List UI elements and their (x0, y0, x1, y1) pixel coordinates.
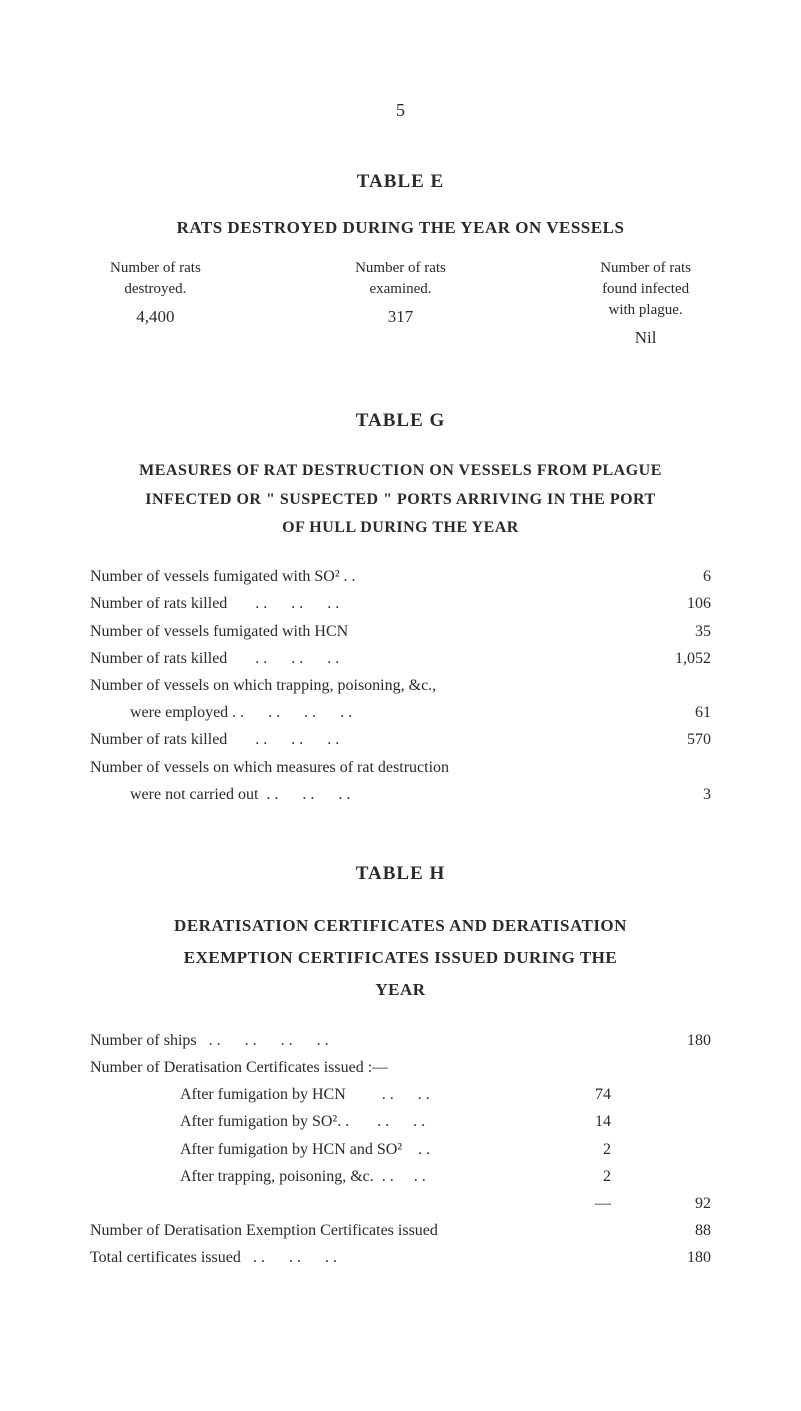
table-g-title: TABLE G (90, 410, 711, 432)
table-h-row: Number of Deratisation Certificates issu… (90, 1054, 711, 1081)
table-g-row: Number of rats killed . . . . . .1,052 (90, 645, 711, 672)
table-h-section: TABLE H DERATISATION CERTIFICATES AND DE… (90, 863, 711, 1272)
table-h-title: TABLE H (90, 863, 711, 885)
table-g-row: were employed . . . . . . . .61 (90, 699, 711, 726)
table-g-row: Number of vessels on which measures of r… (90, 754, 711, 781)
table-e-col-2: Number of rats examined. 317 (355, 258, 446, 350)
table-g-row: Number of rats killed . . . . . .106 (90, 590, 711, 617)
table-h-label: After fumigation by HCN and SO² . . (90, 1136, 561, 1163)
table-g-label: Number of rats killed . . . . . . (90, 645, 651, 672)
table-h-value: 180 (661, 1027, 711, 1054)
col-header-line: examined. (355, 279, 446, 300)
table-g-label: were not carried out . . . . . . (90, 781, 651, 808)
table-h-headings: DERATISATION CERTIFICATES AND DERATISATI… (90, 910, 711, 1007)
table-g-row: Number of vessels on which trapping, poi… (90, 672, 711, 699)
table-g-headings: MEASURES OF RAT DESTRUCTION ON VESSELS F… (90, 457, 711, 543)
table-h-mid: 14 (561, 1108, 611, 1135)
table-h-list: Number of ships . . . . . . . .180Number… (90, 1027, 711, 1272)
col-header-line: Number of rats (110, 258, 201, 279)
table-h-row: Total certificates issued . . . . . . 180 (90, 1244, 711, 1271)
table-g-row: Number of rats killed . . . . . .570 (90, 726, 711, 753)
table-h-label: After trapping, poisoning, &c. . . . . (90, 1163, 561, 1190)
table-g-value: 35 (651, 618, 711, 645)
table-h-value: 92 (661, 1190, 711, 1217)
col-header-line: destroyed. (110, 279, 201, 300)
table-e-columns: Number of rats destroyed. 4,400 Number o… (90, 258, 711, 350)
table-h-label: Number of ships . . . . . . . . (90, 1027, 561, 1054)
table-g-label: Number of rats killed . . . . . . (90, 590, 651, 617)
table-g-value: 61 (651, 699, 711, 726)
heading-line: DERATISATION CERTIFICATES AND DERATISATI… (90, 910, 711, 942)
heading-line: YEAR (90, 974, 711, 1006)
table-g-value: 6 (651, 563, 711, 590)
table-h-label: Number of Deratisation Exemption Certifi… (90, 1217, 561, 1244)
table-g-list: Number of vessels fumigated with SO² . .… (90, 563, 711, 808)
col-value: 4,400 (110, 305, 201, 329)
page-number: 5 (90, 100, 711, 121)
table-h-row: After trapping, poisoning, &c. . . . .2 (90, 1163, 711, 1190)
table-h-mid: 2 (561, 1136, 611, 1163)
table-h-value: 88 (661, 1217, 711, 1244)
heading-line: INFECTED OR " SUSPECTED " PORTS ARRIVING… (90, 486, 711, 515)
table-g-label: were employed . . . . . . . . (90, 699, 651, 726)
table-e-section: TABLE E RATS DESTROYED DURING THE YEAR O… (90, 171, 711, 350)
heading-line: OF HULL DURING THE YEAR (90, 514, 711, 543)
table-h-label: Total certificates issued . . . . . . (90, 1244, 561, 1271)
heading-line: MEASURES OF RAT DESTRUCTION ON VESSELS F… (90, 457, 711, 486)
table-h-value: 180 (661, 1244, 711, 1271)
table-e-title: TABLE E (90, 171, 711, 193)
table-g-row: were not carried out . . . . . .3 (90, 781, 711, 808)
col-header-line: with plague. (600, 300, 691, 321)
col-header-line: found infected (600, 279, 691, 300)
table-h-row: — 92 (90, 1190, 711, 1217)
table-h-mid: — (561, 1190, 611, 1217)
table-g-label: Number of rats killed . . . . . . (90, 726, 651, 753)
table-g-value: 3 (651, 781, 711, 808)
table-h-row: After fumigation by HCN . . . .74 (90, 1081, 711, 1108)
table-e-col-1: Number of rats destroyed. 4,400 (110, 258, 201, 350)
col-value: Nil (600, 326, 691, 350)
table-h-row: After fumigation by SO². . . . . .14 (90, 1108, 711, 1135)
table-h-row: Number of ships . . . . . . . . 180 (90, 1027, 711, 1054)
table-h-mid: 74 (561, 1081, 611, 1108)
table-g-section: TABLE G MEASURES OF RAT DESTRUCTION ON V… (90, 410, 711, 808)
table-e-subtitle: RATS DESTROYED DURING THE YEAR ON VESSEL… (90, 218, 711, 238)
table-g-label: Number of vessels fumigated with SO² . . (90, 563, 651, 590)
heading-line: EXEMPTION CERTIFICATES ISSUED DURING THE (90, 942, 711, 974)
table-h-row: After fumigation by HCN and SO² . .2 (90, 1136, 711, 1163)
table-g-label: Number of vessels on which trapping, poi… (90, 672, 651, 699)
table-h-label: After fumigation by HCN . . . . (90, 1081, 561, 1108)
table-g-label: Number of vessels on which measures of r… (90, 754, 651, 781)
table-g-label: Number of vessels fumigated with HCN (90, 618, 651, 645)
table-h-label: After fumigation by SO². . . . . . (90, 1108, 561, 1135)
table-g-row: Number of vessels fumigated with SO² . .… (90, 563, 711, 590)
table-h-mid: 2 (561, 1163, 611, 1190)
table-e-col-3: Number of rats found infected with plagu… (600, 258, 691, 350)
col-value: 317 (355, 305, 446, 329)
table-g-value: 570 (651, 726, 711, 753)
col-header-line: Number of rats (600, 258, 691, 279)
table-g-value: 1,052 (651, 645, 711, 672)
table-g-value: 106 (651, 590, 711, 617)
table-h-row: Number of Deratisation Exemption Certifi… (90, 1217, 711, 1244)
col-header-line: Number of rats (355, 258, 446, 279)
table-h-label: Number of Deratisation Certificates issu… (90, 1054, 561, 1081)
table-g-row: Number of vessels fumigated with HCN35 (90, 618, 711, 645)
